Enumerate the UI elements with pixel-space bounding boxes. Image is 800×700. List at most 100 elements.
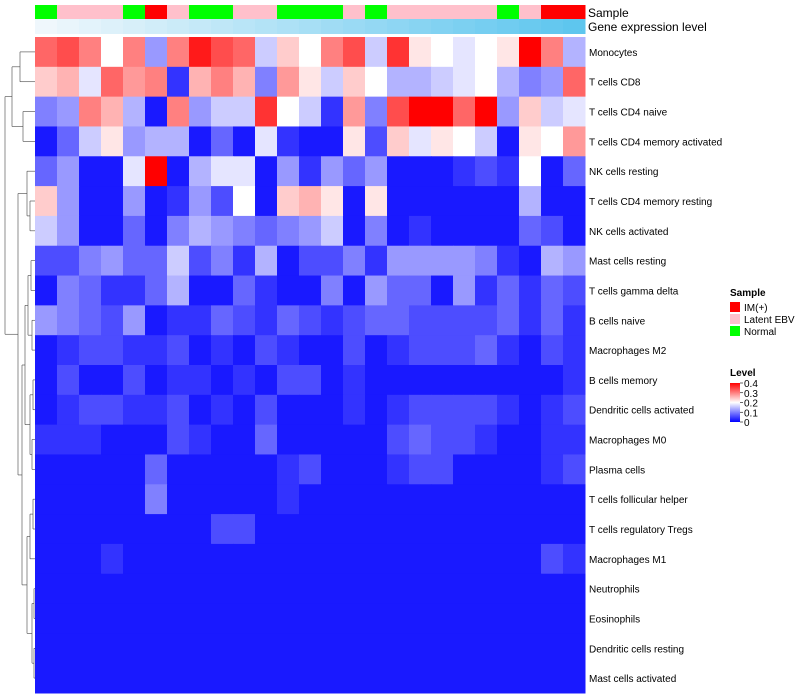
sample-annotation-cell — [211, 5, 234, 19]
heatmap-cell — [211, 365, 234, 396]
heatmap-cell — [145, 96, 168, 127]
heatmap-cell — [167, 275, 190, 306]
heatmap-cell — [299, 96, 322, 127]
heatmap-cell — [299, 245, 322, 277]
heatmap-cell — [409, 305, 432, 336]
heatmap-cell — [79, 186, 102, 217]
heatmap-cell — [409, 335, 432, 366]
sample-annotation-cell — [475, 5, 498, 19]
heatmap-cell — [365, 96, 388, 127]
legend-swatch — [730, 326, 740, 336]
heatmap-cell — [387, 96, 410, 127]
heatmap-cell — [563, 305, 586, 336]
heatmap-cell — [167, 96, 190, 127]
heatmap-cell — [233, 275, 256, 306]
heatmap-cell — [57, 156, 80, 187]
heatmap-cell — [321, 335, 344, 366]
heatmap-cell — [189, 275, 212, 306]
heatmap-cell — [563, 484, 586, 515]
heatmap-cell — [431, 126, 454, 157]
heatmap-cell — [475, 573, 498, 605]
heatmap-cell — [343, 543, 366, 575]
heatmap-cell — [343, 186, 366, 217]
heatmap-cell — [211, 663, 234, 694]
heatmap-cell — [387, 633, 410, 664]
heatmap-cell — [563, 514, 586, 545]
heatmap-cell — [123, 96, 146, 127]
heatmap-cell — [145, 275, 168, 306]
heatmap-cell — [299, 305, 322, 336]
heatmap-cell — [167, 365, 190, 396]
row-label: B cells memory — [589, 376, 657, 387]
heatmap-cell — [409, 514, 432, 545]
sample-annotation-cell — [321, 5, 344, 19]
heatmap-cell — [123, 245, 146, 277]
heatmap-cell — [299, 424, 322, 455]
heatmap-cell — [321, 424, 344, 455]
heatmap-cell — [277, 275, 300, 306]
heatmap-cell — [211, 573, 234, 605]
row-label: T cells follicular helper — [589, 495, 688, 506]
heatmap-cell — [189, 245, 212, 277]
gene-expression-annotation-cell — [57, 19, 80, 34]
sample-annotation-cell — [365, 5, 388, 19]
heatmap-cell — [277, 573, 300, 605]
row-label: T cells gamma delta — [589, 286, 679, 297]
heatmap-cell — [541, 186, 564, 217]
heatmap-cell — [365, 514, 388, 545]
heatmap-cell — [145, 543, 168, 575]
heatmap-cell — [541, 603, 564, 634]
level-tick-label: 0.4 — [744, 379, 758, 390]
heatmap-cell — [145, 663, 168, 694]
heatmap-cell — [35, 454, 58, 485]
heatmap-cell — [497, 126, 520, 157]
heatmap-cell — [57, 365, 80, 396]
heatmap-cell — [167, 514, 190, 545]
heatmap-cell — [211, 186, 234, 217]
heatmap-cell — [101, 394, 124, 426]
heatmap-cell — [35, 66, 58, 98]
heatmap-cell — [365, 186, 388, 217]
heatmap-cell — [497, 37, 520, 68]
heatmap-cell — [167, 126, 190, 157]
heatmap-cell — [299, 484, 322, 515]
sample-annotation-bar — [35, 5, 586, 19]
heatmap-cell — [431, 633, 454, 664]
heatmap-cell — [145, 126, 168, 157]
heatmap-cell — [563, 543, 586, 575]
sample-annotation-cell — [167, 5, 190, 19]
heatmap-cell — [233, 245, 256, 277]
heatmap-cell — [497, 394, 520, 426]
heatmap-cell — [255, 663, 278, 694]
heatmap-cell — [35, 305, 58, 336]
heatmap-cell — [475, 365, 498, 396]
heatmap-cell — [475, 275, 498, 306]
heatmap-cell — [277, 633, 300, 664]
heatmap-cell — [57, 305, 80, 336]
heatmap-cell — [519, 37, 542, 68]
heatmap-cell — [343, 215, 366, 247]
heatmap-cell — [299, 514, 322, 545]
heatmap-cell — [255, 365, 278, 396]
heatmap-cell — [35, 96, 58, 127]
heatmap-cell — [277, 663, 300, 694]
heatmap-cell — [475, 215, 498, 247]
heatmap-cell — [387, 245, 410, 277]
heatmap-cell — [123, 424, 146, 455]
heatmap-cell — [497, 454, 520, 485]
heatmap-cell — [79, 365, 102, 396]
heatmap-cell — [343, 663, 366, 694]
heatmap-cell — [123, 394, 146, 426]
heatmap-cell — [277, 96, 300, 127]
legend-swatch — [730, 314, 740, 324]
heatmap-cell — [79, 275, 102, 306]
heatmap-cell — [299, 394, 322, 426]
heatmap-cell — [145, 424, 168, 455]
heatmap-cell — [123, 215, 146, 247]
row-label: T cells CD4 naive — [589, 108, 668, 119]
heatmap-cell — [189, 514, 212, 545]
heatmap-cell — [277, 66, 300, 98]
gene-expression-annotation-cell — [35, 19, 58, 34]
heatmap-cell — [321, 484, 344, 515]
sample-annotation-cell — [541, 5, 564, 19]
